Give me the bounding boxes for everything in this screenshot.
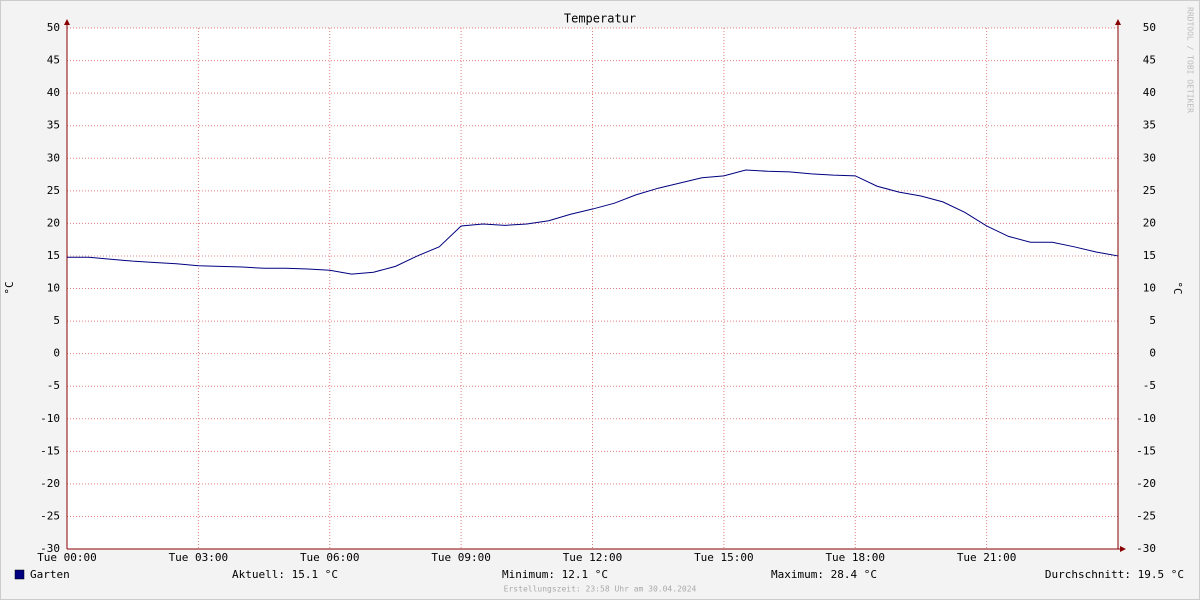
y-tick-label: -15: [40, 444, 60, 457]
y-tick-label-right: 30: [1143, 151, 1156, 164]
y-axis-label: °C: [3, 281, 16, 294]
y-tick-label-right: 45: [1143, 54, 1156, 67]
y-tick-label: 40: [47, 86, 60, 99]
watermark: RRDTOOL / TOBI OETIKER: [1186, 7, 1195, 113]
y-tick-label-right: 15: [1143, 249, 1156, 262]
y-tick-label: 5: [53, 314, 60, 327]
y-tick-label-right: -25: [1136, 509, 1156, 522]
y-tick-label: -20: [40, 477, 60, 490]
x-tick-label: Tue 18:00: [825, 551, 885, 564]
y-tick-label: -30: [40, 542, 60, 555]
y-tick-label-right: 5: [1149, 314, 1156, 327]
x-tick-label: Tue 06:00: [300, 551, 360, 564]
x-tick-label: Tue 21:00: [957, 551, 1017, 564]
x-tick-label: Tue 09:00: [431, 551, 491, 564]
footer: Erstellungszeit: 23:58 Uhr am 30.04.2024: [504, 585, 697, 594]
series-line: [67, 169, 1119, 275]
y-tick-label: 25: [47, 184, 60, 197]
y-tick-label-right: -30: [1136, 542, 1156, 555]
stat-label: Maximum: 28.4 °C: [771, 568, 877, 581]
y-tick-label: 45: [47, 54, 60, 67]
axis-arrow: [64, 19, 70, 25]
legend-swatch: [14, 569, 25, 580]
chart-title: Temperatur: [564, 12, 636, 26]
y-tick-label: 20: [47, 216, 60, 229]
x-tick-label: Tue 00:00: [37, 551, 97, 564]
y-tick-label: 50: [47, 21, 60, 34]
y-tick-label-right: -20: [1136, 477, 1156, 490]
y-tick-label: -10: [40, 412, 60, 425]
y-tick-label-right: 25: [1143, 184, 1156, 197]
stat-label: Aktuell: 15.1 °C: [232, 568, 338, 581]
y-tick-label: 10: [47, 282, 60, 295]
y-tick-label-right: -5: [1143, 379, 1156, 392]
y-tick-label: 30: [47, 151, 60, 164]
y-tick-label: -25: [40, 509, 60, 522]
y-tick-label-right: 20: [1143, 216, 1156, 229]
axis-arrow: [1120, 546, 1126, 552]
y-tick-label: 15: [47, 249, 60, 262]
y-tick-label-right: 35: [1143, 119, 1156, 132]
y-tick-label: -5: [47, 379, 60, 392]
legend-label: Garten: [30, 568, 70, 581]
stat-label: Durchschnitt: 19.5 °C: [1045, 568, 1184, 581]
x-tick-label: Tue 03:00: [169, 551, 229, 564]
y-tick-label-right: 40: [1143, 86, 1156, 99]
y-tick-label-right: -10: [1136, 412, 1156, 425]
stat-label: Minimum: 12.1 °C: [502, 568, 608, 581]
y-tick-label-right: 10: [1143, 282, 1156, 295]
y-axis-label-right: °C: [1171, 281, 1184, 294]
x-tick-label: Tue 15:00: [694, 551, 754, 564]
x-tick-label: Tue 12:00: [563, 551, 623, 564]
y-tick-label: 35: [47, 119, 60, 132]
axis-arrow: [1115, 19, 1121, 25]
y-tick-label-right: -15: [1136, 444, 1156, 457]
y-tick-label-right: 50: [1143, 21, 1156, 34]
y-tick-label-right: 0: [1149, 347, 1156, 360]
y-tick-label: 0: [53, 347, 60, 360]
